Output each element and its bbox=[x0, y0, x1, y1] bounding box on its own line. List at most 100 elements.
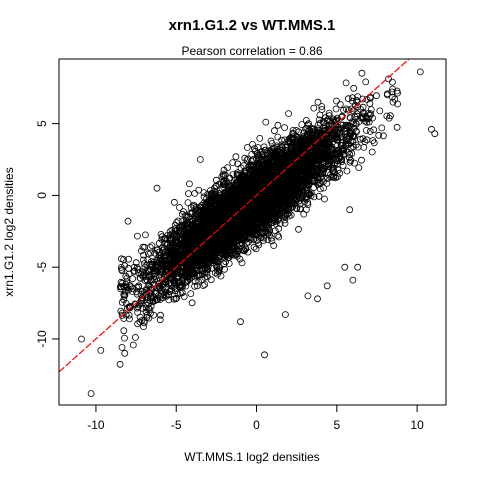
data-point bbox=[130, 268, 138, 275]
data-point bbox=[133, 304, 141, 312]
data-point bbox=[128, 288, 136, 295]
data-point bbox=[385, 114, 393, 122]
data-point bbox=[314, 121, 322, 129]
data-point bbox=[317, 173, 325, 181]
data-point bbox=[266, 227, 274, 234]
data-point bbox=[126, 315, 133, 323]
data-point bbox=[140, 319, 148, 327]
data-point bbox=[127, 283, 135, 291]
data-point bbox=[232, 251, 240, 259]
data-point bbox=[332, 105, 340, 113]
data-point bbox=[118, 255, 125, 263]
data-point bbox=[217, 272, 225, 280]
data-point bbox=[141, 276, 149, 284]
data-point bbox=[118, 311, 126, 319]
data-point bbox=[268, 237, 276, 245]
data-point bbox=[355, 164, 363, 172]
data-point bbox=[320, 174, 328, 182]
data-point bbox=[187, 290, 195, 298]
data-point bbox=[318, 139, 326, 147]
data-point bbox=[192, 205, 200, 213]
data-point bbox=[208, 189, 216, 197]
data-point bbox=[232, 153, 240, 161]
data-point bbox=[336, 101, 344, 108]
data-point bbox=[275, 233, 283, 241]
data-point bbox=[156, 296, 164, 303]
data-point bbox=[343, 167, 351, 175]
data-point bbox=[138, 317, 146, 324]
data-point bbox=[220, 178, 228, 186]
data-point bbox=[357, 106, 365, 113]
data-point bbox=[176, 204, 183, 211]
data-point bbox=[365, 118, 373, 126]
data-point bbox=[376, 107, 384, 115]
data-point bbox=[342, 124, 350, 131]
data-point bbox=[219, 170, 227, 178]
data-point bbox=[191, 282, 199, 290]
data-point bbox=[344, 95, 352, 103]
data-point bbox=[188, 299, 196, 307]
data-point bbox=[340, 106, 348, 114]
data-point bbox=[135, 282, 143, 290]
data-point bbox=[141, 243, 148, 251]
data-point bbox=[133, 288, 141, 296]
data-point bbox=[267, 234, 275, 242]
data-point bbox=[157, 267, 165, 275]
chart-subtitle: Pearson correlation = 0.86 bbox=[181, 44, 322, 58]
data-point bbox=[125, 255, 132, 263]
data-point bbox=[276, 220, 284, 227]
data-point bbox=[254, 149, 261, 157]
data-point bbox=[362, 78, 370, 86]
data-point bbox=[138, 268, 146, 276]
data-point bbox=[295, 225, 302, 233]
data-point bbox=[168, 287, 176, 294]
data-point bbox=[159, 243, 167, 251]
data-point bbox=[125, 311, 133, 319]
data-point bbox=[220, 183, 228, 191]
data-point bbox=[375, 131, 383, 139]
data-point bbox=[185, 180, 193, 188]
data-points bbox=[78, 68, 439, 397]
data-point bbox=[249, 140, 256, 148]
data-point bbox=[318, 103, 326, 110]
data-point bbox=[323, 179, 331, 187]
data-point bbox=[140, 251, 147, 259]
data-point bbox=[256, 134, 264, 142]
data-point bbox=[173, 219, 181, 226]
data-point bbox=[289, 126, 297, 134]
data-point bbox=[118, 298, 126, 306]
data-point bbox=[213, 182, 220, 190]
data-point bbox=[354, 93, 362, 100]
data-point bbox=[339, 162, 347, 169]
data-point bbox=[304, 201, 312, 209]
data-point bbox=[352, 120, 360, 128]
data-point bbox=[199, 282, 207, 290]
data-point bbox=[200, 193, 208, 201]
data-point bbox=[157, 311, 164, 319]
data-point bbox=[136, 318, 144, 326]
data-point bbox=[358, 156, 365, 164]
data-point bbox=[156, 316, 164, 324]
data-point bbox=[139, 256, 147, 264]
data-point bbox=[170, 198, 178, 206]
data-point bbox=[215, 268, 223, 276]
data-point bbox=[379, 132, 387, 140]
data-point bbox=[238, 259, 246, 267]
data-point bbox=[278, 136, 286, 144]
data-point bbox=[334, 166, 342, 174]
data-point bbox=[272, 155, 280, 163]
data-point bbox=[125, 270, 133, 278]
data-point bbox=[129, 341, 137, 349]
data-point bbox=[147, 286, 155, 294]
data-point bbox=[358, 69, 366, 77]
data-point bbox=[147, 249, 155, 257]
data-point bbox=[241, 154, 249, 162]
data-point bbox=[233, 169, 241, 177]
data-point bbox=[388, 78, 396, 86]
data-point bbox=[336, 169, 344, 177]
data-point bbox=[144, 277, 152, 285]
data-point bbox=[314, 125, 322, 133]
data-point bbox=[271, 227, 279, 235]
data-point bbox=[219, 250, 227, 258]
data-point bbox=[134, 320, 142, 328]
